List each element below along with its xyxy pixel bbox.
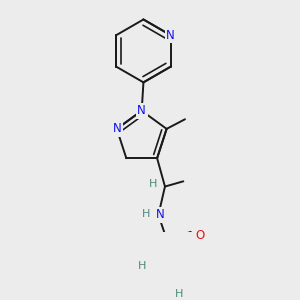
- Text: N: N: [112, 122, 121, 135]
- Text: N: N: [137, 104, 146, 117]
- Text: N: N: [166, 29, 175, 42]
- Text: H: H: [138, 262, 146, 272]
- Text: N: N: [156, 208, 164, 221]
- Text: O: O: [195, 229, 205, 242]
- Text: H: H: [148, 179, 157, 189]
- Text: H: H: [175, 290, 183, 299]
- Text: H: H: [142, 208, 150, 219]
